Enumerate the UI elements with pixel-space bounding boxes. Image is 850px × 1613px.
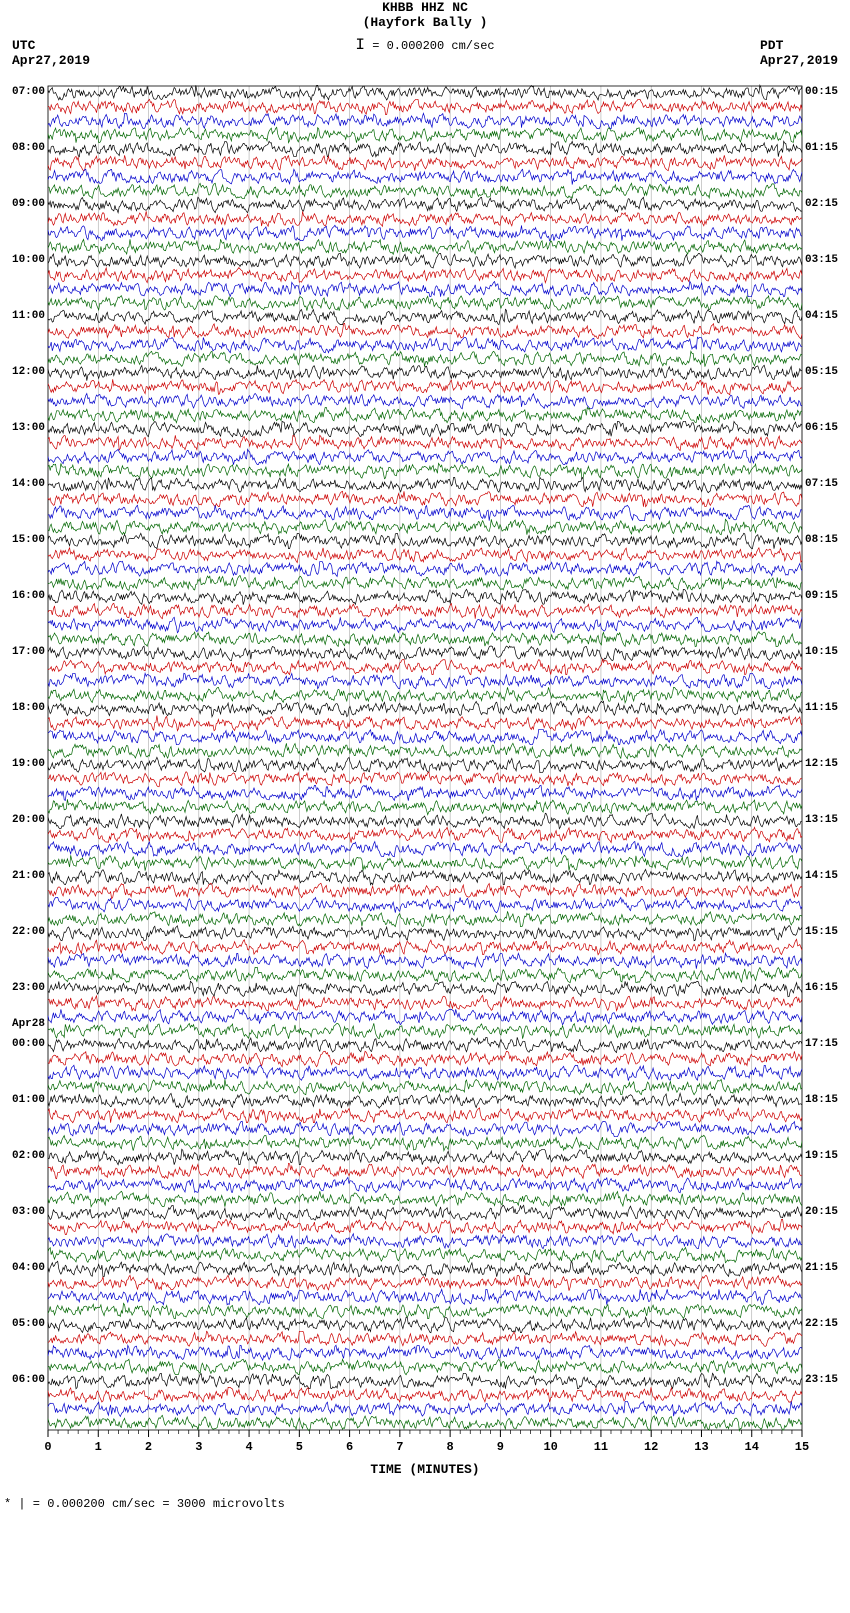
utc-hour-label: 06:00 <box>0 1374 45 1386</box>
utc-hour-label: 13:00 <box>0 422 45 434</box>
pdt-hour-label: 19:15 <box>805 1150 838 1162</box>
utc-hour-label: 02:00 <box>0 1150 45 1162</box>
pdt-hour-label: 20:15 <box>805 1206 838 1218</box>
scale-text: = 0.000200 cm/sec <box>372 39 494 53</box>
mid-date-label: Apr28 <box>0 1018 45 1030</box>
svg-text:4: 4 <box>245 1440 252 1454</box>
utc-hour-label: 10:00 <box>0 254 45 266</box>
pdt-hour-label: 11:15 <box>805 702 838 714</box>
pdt-hour-label: 22:15 <box>805 1318 838 1330</box>
utc-hour-label: 05:00 <box>0 1318 45 1330</box>
utc-hour-label: 07:00 <box>0 86 45 98</box>
left-tz: UTC <box>12 38 90 53</box>
svg-text:5: 5 <box>296 1440 303 1454</box>
svg-text:1: 1 <box>95 1440 102 1454</box>
utc-hour-label: 23:00 <box>0 982 45 994</box>
pdt-hour-label: 00:15 <box>805 86 838 98</box>
station-location: (Hayfork Bally ) <box>0 15 850 30</box>
scale-bar-icon: I <box>355 36 365 54</box>
svg-text:11: 11 <box>594 1440 608 1454</box>
svg-text:15: 15 <box>795 1440 809 1454</box>
pdt-hour-label: 07:15 <box>805 478 838 490</box>
utc-hour-label: 17:00 <box>0 646 45 658</box>
utc-hour-label: 21:00 <box>0 870 45 882</box>
svg-text:0: 0 <box>44 1440 51 1454</box>
utc-hour-label: 00:00 <box>0 1038 45 1050</box>
pdt-hour-label: 03:15 <box>805 254 838 266</box>
utc-hour-label: 03:00 <box>0 1206 45 1218</box>
x-axis-title: TIME (MINUTES) <box>0 1462 850 1477</box>
seismogram-svg: 0123456789101112131415 <box>0 80 850 1460</box>
pdt-hour-label: 14:15 <box>805 870 838 882</box>
svg-text:2: 2 <box>145 1440 152 1454</box>
svg-text:3: 3 <box>195 1440 202 1454</box>
pdt-hour-label: 12:15 <box>805 758 838 770</box>
svg-text:14: 14 <box>745 1440 759 1454</box>
svg-text:9: 9 <box>497 1440 504 1454</box>
pdt-hour-label: 01:15 <box>805 142 838 154</box>
pdt-hour-label: 17:15 <box>805 1038 838 1050</box>
svg-text:12: 12 <box>644 1440 658 1454</box>
station-code: KHBB HHZ NC <box>0 0 850 15</box>
utc-hour-label: 11:00 <box>0 310 45 322</box>
utc-hour-label: 15:00 <box>0 534 45 546</box>
utc-hour-label: 09:00 <box>0 198 45 210</box>
pdt-hour-label: 13:15 <box>805 814 838 826</box>
utc-hour-label: 16:00 <box>0 590 45 602</box>
utc-hour-label: 22:00 <box>0 926 45 938</box>
pdt-hour-label: 02:15 <box>805 198 838 210</box>
pdt-hour-label: 06:15 <box>805 422 838 434</box>
svg-text:7: 7 <box>396 1440 403 1454</box>
pdt-date-label: PDT Apr27,2019 <box>760 38 838 68</box>
pdt-hour-label: 05:15 <box>805 366 838 378</box>
scale-indicator: I = 0.000200 cm/sec <box>0 36 850 54</box>
utc-hour-label: 19:00 <box>0 758 45 770</box>
left-date: Apr27,2019 <box>12 53 90 68</box>
svg-text:8: 8 <box>447 1440 454 1454</box>
utc-hour-label: 20:00 <box>0 814 45 826</box>
pdt-hour-label: 08:15 <box>805 534 838 546</box>
pdt-hour-label: 16:15 <box>805 982 838 994</box>
pdt-hour-label: 04:15 <box>805 310 838 322</box>
footer-scale: * | = 0.000200 cm/sec = 3000 microvolts <box>4 1497 850 1511</box>
utc-hour-label: 08:00 <box>0 142 45 154</box>
pdt-hour-label: 23:15 <box>805 1374 838 1386</box>
utc-hour-label: 04:00 <box>0 1262 45 1274</box>
pdt-hour-label: 18:15 <box>805 1094 838 1106</box>
right-tz: PDT <box>760 38 838 53</box>
pdt-hour-label: 10:15 <box>805 646 838 658</box>
utc-hour-label: 12:00 <box>0 366 45 378</box>
svg-text:6: 6 <box>346 1440 353 1454</box>
utc-date-label: UTC Apr27,2019 <box>12 38 90 68</box>
seismogram-plot: 012345678910111213141507:0008:0009:0010:… <box>0 80 850 1460</box>
pdt-hour-label: 09:15 <box>805 590 838 602</box>
svg-text:13: 13 <box>694 1440 708 1454</box>
header: KHBB HHZ NC (Hayfork Bally ) I = 0.00020… <box>0 0 850 80</box>
right-date: Apr27,2019 <box>760 53 838 68</box>
pdt-hour-label: 21:15 <box>805 1262 838 1274</box>
utc-hour-label: 18:00 <box>0 702 45 714</box>
utc-hour-label: 14:00 <box>0 478 45 490</box>
pdt-hour-label: 15:15 <box>805 926 838 938</box>
svg-text:10: 10 <box>543 1440 557 1454</box>
utc-hour-label: 01:00 <box>0 1094 45 1106</box>
